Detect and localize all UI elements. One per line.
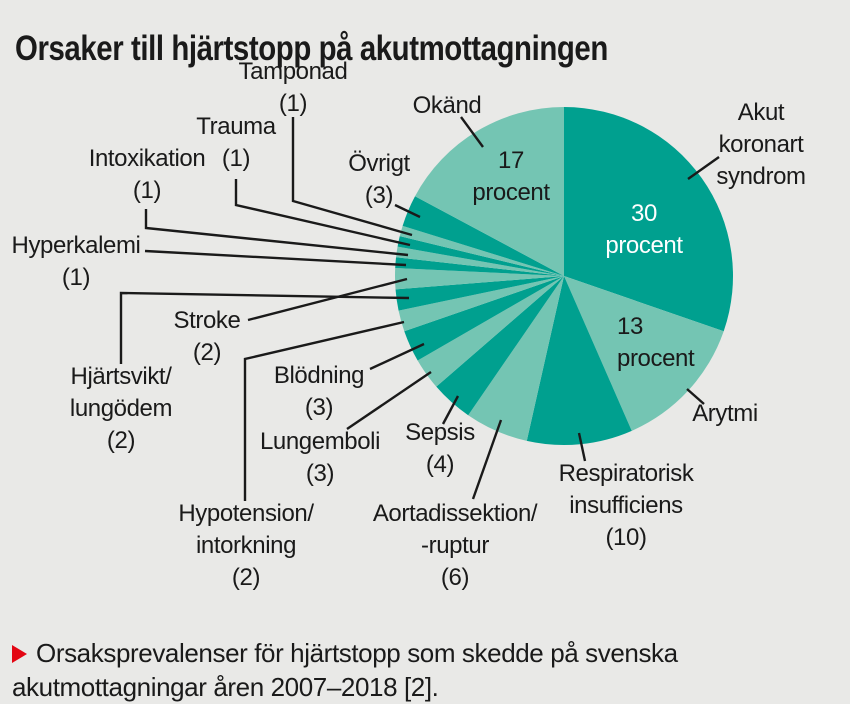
pie-slice-akut-koronart-syndrom [564,107,734,332]
callout-label-hyperkalemi: Hyperkalemi (1) [11,232,141,291]
pie-slice-arytmi [564,276,724,431]
pie-slice-ok-nd [415,107,564,276]
pie-slices-group [394,107,734,446]
leader-line-sepsis [441,395,460,425]
leader-line-respiratorisk [577,432,587,462]
callout-label-respiratorisk: Respiratorisk insufficiens (10) [558,460,694,551]
pie-slice-intoxikation [396,246,564,276]
leader-line-hypotension [243,320,405,501]
pie-slice-hyperkalemi [395,257,564,276]
pie-slice-trauma [397,236,564,276]
callout-label-okand: Okänd [412,92,482,119]
pie-value-label-arytmi: 13 procent [617,313,695,372]
pie-slice-lungemboli [417,276,564,387]
leader-line-blodning [369,342,425,371]
leader-line-okand [460,116,484,148]
pie-slice-hj-rtsvikt-lung-dem [395,276,564,311]
leader-line-ovrigt [394,203,421,219]
callout-label-blodning: Blödning (3) [273,362,365,421]
leader-line-tamponad [291,117,413,237]
leader-line-aortadissektion [471,419,503,500]
red-triangle-icon [12,645,27,663]
caption: Orsaksprevalenser för hjärtstopp som ske… [12,636,784,704]
pie-value-label-akut-koronart: 30 procent [605,200,683,259]
callout-label-akut-koronart: Akut koronart syndrom [716,99,806,190]
caption-text: Orsaksprevalenser för hjärtstopp som ske… [12,638,678,702]
callout-label-intoxikation: Intoxikation (1) [88,145,206,204]
callout-label-hypotension: Hypotension/ intorkning (2) [178,500,314,591]
pie-slice-hypotension-intorkning [398,276,564,332]
leader-line-lungemboli [346,371,432,430]
leader-line-hjartsvikt [119,291,410,364]
pie-slice-bl-dning [404,276,564,361]
leader-line-akut-koronart [687,156,720,180]
pie-slice-respiratorisk-insufficiens [526,276,632,446]
pie-slice-vrigt [402,196,564,276]
callout-label-trauma: Trauma (1) [196,113,276,172]
callout-label-ovrigt: Övrigt (3) [348,150,410,209]
callout-label-lungemboli: Lungemboli (3) [259,428,381,487]
pie-slice-stroke [394,267,564,290]
leader-line-trauma [234,179,411,247]
callout-label-stroke: Stroke (2) [173,307,241,366]
leader-line-stroke [247,277,408,322]
leader-line-arytmi [686,388,705,405]
callout-label-arytmi: Arytmi [692,400,758,427]
pie-value-label-okand: 17 procent [472,147,550,206]
page-title: Orsaker till hjärtstopp på akutmottagnin… [15,29,608,69]
leader-line-hyperkalemi [144,249,407,267]
pie-slice-tamponad [399,225,564,276]
callout-label-tamponad: Tamponad (1) [238,58,348,117]
callout-label-hjartsvikt: Hjärtsvikt/ lungödem (2) [69,363,173,454]
pie-slice-aortadissektion-ruptur [468,276,564,441]
leader-lines-group [119,116,720,501]
callout-label-aortadissektion: Aortadissektion/ -ruptur (6) [372,500,538,591]
pie-slice-sepsis [436,276,564,416]
leader-line-intoxikation [144,209,409,257]
callout-label-sepsis: Sepsis (4) [405,419,475,478]
